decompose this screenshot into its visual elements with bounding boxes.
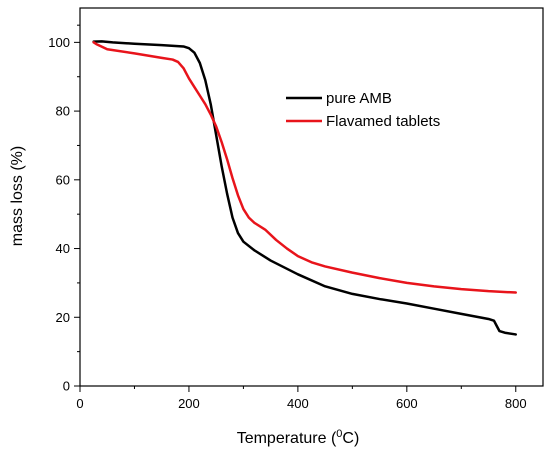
x-tick-label: 200 (178, 396, 200, 411)
x-tick-label: 0 (76, 396, 83, 411)
x-tick-label: 400 (287, 396, 309, 411)
x-axis-title: Temperature (0C) (237, 428, 360, 447)
series-line-flavamed-tablets (92, 41, 518, 294)
y-tick-label: 100 (48, 35, 70, 50)
legend-label-flavamed-tablets: Flavamed tablets (326, 113, 440, 130)
y-axis-title: mass loss (%) (9, 146, 26, 246)
plot-area (79, 7, 544, 387)
legend: pure AMB Flavamed tablets (286, 90, 440, 130)
y-tick-label: 60 (56, 172, 70, 187)
series-line-pure-amb (92, 40, 518, 336)
y-tick-label: 80 (56, 104, 70, 119)
x-tick-label: 600 (396, 396, 418, 411)
x-axis-title-unit: C) (342, 430, 359, 447)
x-axis-title-text: Temperature ( (237, 430, 337, 447)
y-tick-label: 0 (63, 379, 70, 394)
x-tick-label: 800 (505, 396, 527, 411)
x-axis-title-superscript: 0 (336, 428, 342, 440)
series-layer (92, 40, 518, 336)
y-tick-label: 20 (56, 310, 70, 325)
plot-border (79, 7, 544, 387)
y-tick-label: 40 (56, 241, 70, 256)
axis-ticks: 0 200 400 600 800 0 20 40 60 80 100 (48, 24, 527, 411)
legend-label-pure-amb: pure AMB (326, 90, 392, 107)
